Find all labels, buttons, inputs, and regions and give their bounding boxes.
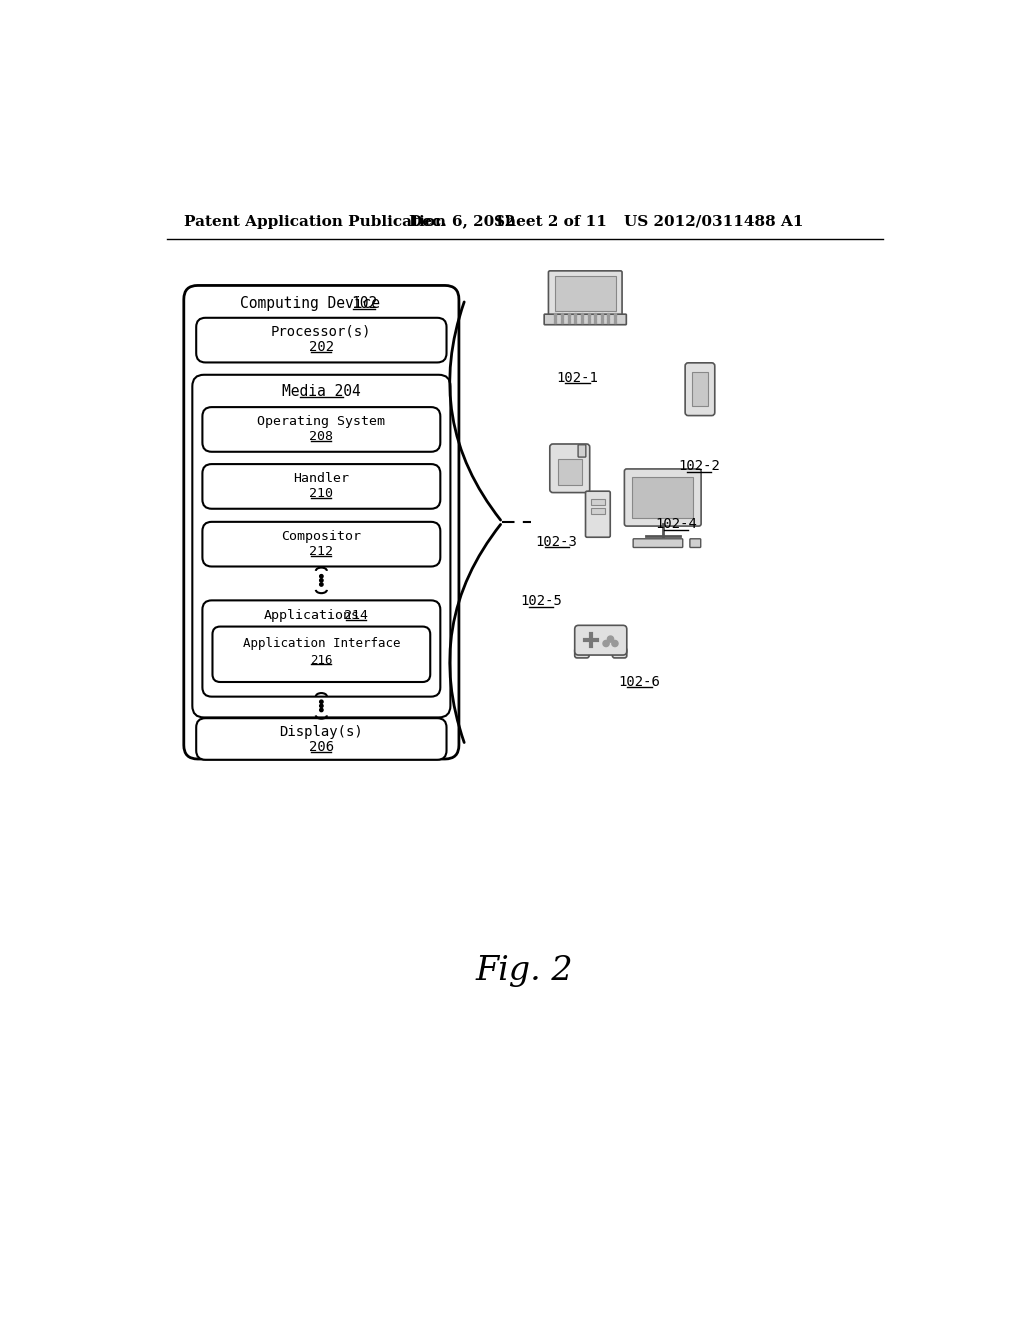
Text: Display(s): Display(s): [280, 725, 364, 739]
FancyBboxPatch shape: [586, 491, 610, 537]
FancyBboxPatch shape: [685, 363, 715, 416]
FancyBboxPatch shape: [203, 601, 440, 697]
FancyBboxPatch shape: [591, 508, 605, 515]
Text: 214: 214: [344, 609, 369, 622]
FancyBboxPatch shape: [197, 718, 446, 760]
Text: Computing Device: Computing Device: [240, 296, 380, 310]
Circle shape: [319, 582, 323, 586]
Text: Fig. 2: Fig. 2: [476, 954, 573, 987]
FancyBboxPatch shape: [690, 539, 700, 548]
FancyBboxPatch shape: [212, 627, 430, 682]
FancyBboxPatch shape: [574, 648, 589, 657]
FancyBboxPatch shape: [197, 318, 446, 363]
Text: Sheet 2 of 11: Sheet 2 of 11: [494, 215, 606, 228]
Text: Compositor: Compositor: [282, 529, 361, 543]
Text: 212: 212: [309, 545, 334, 557]
Text: 102-6: 102-6: [618, 675, 660, 689]
Text: 102-1: 102-1: [557, 371, 598, 385]
Circle shape: [319, 574, 323, 578]
FancyBboxPatch shape: [633, 539, 683, 548]
FancyBboxPatch shape: [579, 445, 586, 457]
Text: 102-4: 102-4: [655, 517, 697, 531]
Text: Processor(s): Processor(s): [271, 325, 372, 339]
Circle shape: [319, 700, 323, 704]
Text: 210: 210: [309, 487, 334, 500]
FancyBboxPatch shape: [612, 648, 627, 657]
Text: 208: 208: [309, 430, 334, 444]
FancyBboxPatch shape: [183, 285, 459, 759]
FancyBboxPatch shape: [544, 314, 627, 325]
Circle shape: [319, 709, 323, 711]
Text: 102: 102: [351, 296, 377, 310]
Circle shape: [603, 640, 609, 647]
Text: Dec. 6, 2012: Dec. 6, 2012: [409, 215, 515, 228]
Text: 102-3: 102-3: [536, 535, 578, 549]
Circle shape: [607, 636, 613, 642]
Text: 216: 216: [310, 653, 333, 667]
Circle shape: [611, 640, 618, 647]
Text: 102-2: 102-2: [678, 459, 720, 474]
FancyBboxPatch shape: [550, 444, 590, 492]
Text: 202: 202: [309, 341, 334, 354]
Text: 206: 206: [309, 741, 334, 755]
Text: Handler: Handler: [293, 473, 349, 486]
FancyBboxPatch shape: [574, 626, 627, 655]
FancyBboxPatch shape: [555, 276, 615, 312]
Circle shape: [319, 704, 323, 708]
Text: Patent Application Publication: Patent Application Publication: [183, 215, 445, 228]
FancyBboxPatch shape: [625, 469, 701, 527]
FancyBboxPatch shape: [557, 459, 582, 484]
FancyBboxPatch shape: [549, 271, 622, 317]
FancyBboxPatch shape: [632, 477, 693, 519]
Text: Applications: Applications: [264, 609, 360, 622]
Text: US 2012/0311488 A1: US 2012/0311488 A1: [624, 215, 804, 228]
Text: 102-5: 102-5: [520, 594, 562, 609]
Circle shape: [319, 578, 323, 582]
Text: Application Interface: Application Interface: [243, 638, 400, 649]
FancyBboxPatch shape: [591, 499, 605, 506]
FancyBboxPatch shape: [203, 407, 440, 451]
FancyBboxPatch shape: [193, 375, 451, 718]
FancyBboxPatch shape: [692, 372, 708, 407]
FancyBboxPatch shape: [203, 465, 440, 508]
Text: Media 204: Media 204: [282, 384, 360, 399]
FancyBboxPatch shape: [203, 521, 440, 566]
Text: Operating System: Operating System: [257, 416, 385, 428]
